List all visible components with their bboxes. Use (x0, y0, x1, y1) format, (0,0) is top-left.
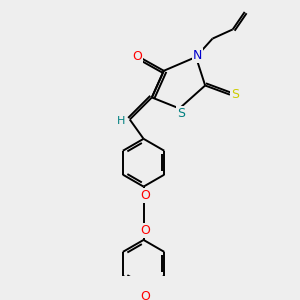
Text: S: S (232, 88, 239, 101)
Text: H: H (116, 116, 125, 126)
Text: O: O (132, 50, 142, 64)
Text: S: S (177, 106, 185, 120)
Text: O: O (140, 189, 150, 202)
Text: N: N (193, 49, 203, 62)
Text: O: O (140, 290, 150, 300)
Text: O: O (140, 224, 150, 237)
